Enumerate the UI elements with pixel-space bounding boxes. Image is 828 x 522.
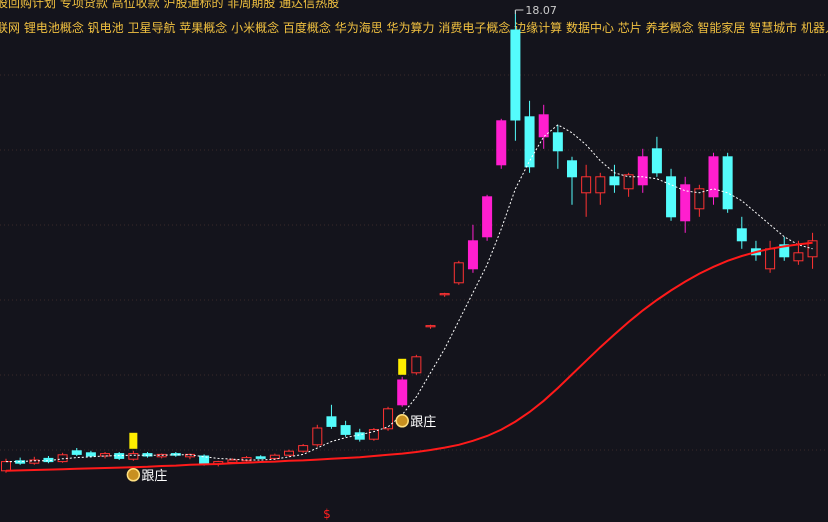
signal-coin xyxy=(395,414,409,428)
candle-body xyxy=(623,174,634,190)
candle-body xyxy=(368,429,379,440)
candle-body xyxy=(71,450,82,455)
candle-body xyxy=(199,455,210,464)
candle-body xyxy=(510,29,521,121)
peak-label: 18.07 xyxy=(525,4,557,17)
candle-body xyxy=(467,240,478,270)
candle-body xyxy=(439,293,450,296)
candle-body xyxy=(397,379,408,406)
moving-average-line xyxy=(5,241,813,472)
signal-label: 跟庄 xyxy=(410,414,436,430)
candle-body xyxy=(312,427,323,446)
candle-body xyxy=(255,456,266,459)
bottom-marker: $ xyxy=(323,507,331,521)
signal-bar xyxy=(398,358,407,375)
moving-average-line xyxy=(6,124,813,463)
candle-body xyxy=(708,156,719,198)
candle-body xyxy=(411,356,422,374)
candle-body xyxy=(651,148,662,174)
candle-body xyxy=(170,453,181,456)
candle-body xyxy=(128,453,139,460)
candle-body xyxy=(383,408,394,430)
candle-body xyxy=(340,425,351,435)
concept-tags: 股回购计划 专项贷款 高位收款 沪股通标的 非周期股 通达信热股 xyxy=(0,0,339,10)
candle-body xyxy=(567,160,577,178)
peak-pointer xyxy=(514,9,524,14)
candle-body xyxy=(1,461,11,472)
candle-body xyxy=(453,262,464,284)
candle-body xyxy=(722,156,733,210)
signal-bar xyxy=(129,432,138,449)
candle-body xyxy=(595,176,606,194)
candle-body xyxy=(680,184,691,222)
candle-body xyxy=(793,252,804,262)
candle-body xyxy=(43,457,54,463)
signal-label: 跟庄 xyxy=(141,468,167,484)
candle-body xyxy=(779,244,790,258)
candle-body xyxy=(765,248,776,270)
candle-body xyxy=(694,188,705,210)
candle-body xyxy=(482,196,493,238)
candle-body xyxy=(425,325,436,328)
candle-body xyxy=(552,132,563,152)
candle-body xyxy=(581,176,592,194)
candle-body xyxy=(666,176,677,218)
candle-body xyxy=(156,453,167,458)
candle-body xyxy=(100,453,111,457)
candle-body xyxy=(29,459,40,464)
candle-body xyxy=(284,450,294,456)
candle-body xyxy=(538,114,549,138)
candle-body xyxy=(326,416,337,427)
candle-body xyxy=(85,452,96,457)
candle-body xyxy=(736,228,747,242)
candle-body xyxy=(524,116,535,168)
candle-body xyxy=(298,445,309,452)
candle-body xyxy=(57,454,68,463)
candle-body xyxy=(227,459,238,463)
candle-body xyxy=(496,120,507,166)
concept-tags: 联网 锂电池概念 钒电池 卫星导航 苹果概念 小米概念 百度概念 华为海思 华为… xyxy=(0,20,828,35)
candle-body xyxy=(609,176,620,186)
candle-body xyxy=(241,457,252,462)
signal-coin xyxy=(126,468,141,482)
candle-body xyxy=(269,454,280,459)
candle-body xyxy=(637,156,648,186)
